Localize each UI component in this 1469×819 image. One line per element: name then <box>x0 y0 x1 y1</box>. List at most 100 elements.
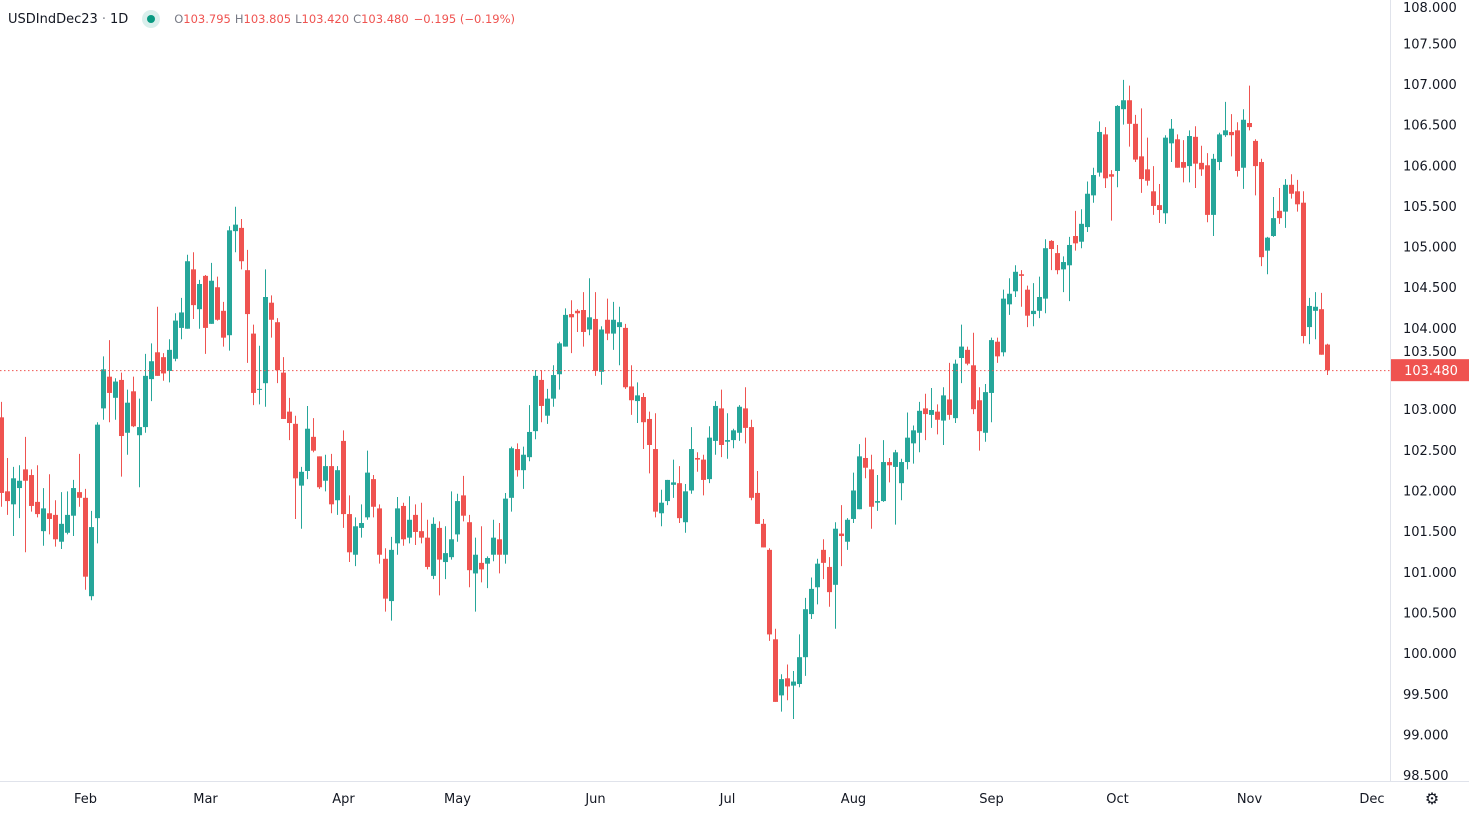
candle <box>527 405 532 462</box>
time-tick-label: Dec <box>1359 792 1384 807</box>
candle <box>899 458 904 501</box>
symbol-name[interactable]: USDIndDec23 <box>8 11 98 27</box>
candle-body <box>671 482 676 485</box>
candle-body <box>1001 298 1006 353</box>
candle-body <box>569 314 574 318</box>
candle <box>41 488 46 546</box>
candle <box>905 412 910 470</box>
candle <box>677 466 682 524</box>
candle <box>17 465 22 519</box>
candle <box>653 413 658 518</box>
candle-body <box>617 322 622 328</box>
candle <box>1247 85 1252 131</box>
candle-body <box>299 471 304 486</box>
candle-body <box>953 363 958 419</box>
time-tick-label: Jul <box>719 792 736 807</box>
candle-body <box>95 424 100 519</box>
candle-body <box>1109 174 1114 177</box>
candle-body <box>311 436 316 451</box>
candle <box>1145 137 1150 186</box>
time-tick-label: Oct <box>1106 792 1128 807</box>
candle <box>1157 183 1162 224</box>
candle <box>935 404 940 435</box>
candle-body <box>707 437 712 480</box>
candle <box>71 479 76 537</box>
candle-body <box>287 411 292 424</box>
candle <box>305 405 310 480</box>
candle-body <box>587 317 592 330</box>
candle-body <box>575 310 580 314</box>
candle <box>1289 174 1294 199</box>
candle <box>773 628 778 702</box>
interval-label[interactable]: 1D <box>109 11 129 27</box>
candle-body <box>185 261 190 329</box>
candle <box>713 401 718 455</box>
candle-body <box>0 417 4 493</box>
candle-body <box>173 320 178 359</box>
candle-body <box>623 327 628 388</box>
candle-body <box>1007 293 1012 305</box>
price-tick-label: 104.000 <box>1403 322 1457 337</box>
candle <box>791 670 796 719</box>
candle-body <box>257 388 262 390</box>
candle-body <box>653 449 658 512</box>
candle <box>389 536 394 621</box>
candle-body <box>905 437 910 463</box>
candle-body <box>545 398 550 416</box>
candle-body <box>1205 165 1210 215</box>
candle <box>407 496 412 544</box>
candle <box>1217 132 1222 171</box>
candle-body <box>563 314 568 347</box>
candle-body <box>893 452 898 467</box>
candle-body <box>491 537 496 555</box>
candle <box>563 308 568 347</box>
candle-body <box>431 523 436 576</box>
candle <box>341 430 346 528</box>
candle <box>89 510 94 601</box>
price-axis[interactable]: 98.500 99.000 99.500 100.000 100.500 101.000 1… <box>1403 1 1457 784</box>
price-tick-label: 107.500 <box>1403 37 1457 52</box>
price-tick-label: 102.000 <box>1403 485 1457 500</box>
candle <box>1169 118 1174 163</box>
time-axis[interactable]: Feb Mar Apr May Jun Jul Aug Sep Oct Nov Dec <box>74 792 1385 807</box>
candle-body <box>605 319 610 334</box>
candle <box>413 504 418 545</box>
candle-body <box>341 440 346 515</box>
candle <box>251 324 256 406</box>
candle <box>989 337 994 423</box>
gear-icon[interactable]: ⚙ <box>1424 789 1440 808</box>
candle <box>845 518 850 550</box>
candle <box>779 674 784 712</box>
candle-body <box>641 397 646 423</box>
candle <box>965 346 970 366</box>
candle-body <box>305 428 310 471</box>
time-tick-label: Mar <box>193 792 218 807</box>
candle <box>1109 170 1114 221</box>
candle <box>35 465 40 518</box>
low-label: L <box>295 12 302 26</box>
candle-body <box>923 408 928 415</box>
candle-body <box>509 448 514 498</box>
candle-body <box>1067 244 1072 266</box>
candle <box>383 548 388 612</box>
candle-body <box>833 528 838 585</box>
candle-body <box>635 395 640 402</box>
candle-body <box>149 361 154 380</box>
candle <box>59 492 64 550</box>
candle <box>953 359 958 424</box>
candle-body <box>221 310 226 338</box>
candle-body <box>503 498 508 555</box>
candle <box>1121 79 1126 125</box>
candle <box>1199 145 1204 176</box>
time-tick-label: May <box>444 792 471 807</box>
price-tick-label: 99.500 <box>1403 688 1449 703</box>
candle <box>665 479 670 506</box>
time-tick-label: Sep <box>979 792 1004 807</box>
candle <box>203 275 208 354</box>
candle-body <box>1073 236 1078 244</box>
close-value: 103.480 <box>361 12 409 26</box>
candle <box>377 504 382 564</box>
candle-body <box>401 505 406 540</box>
candle-body <box>83 497 88 577</box>
